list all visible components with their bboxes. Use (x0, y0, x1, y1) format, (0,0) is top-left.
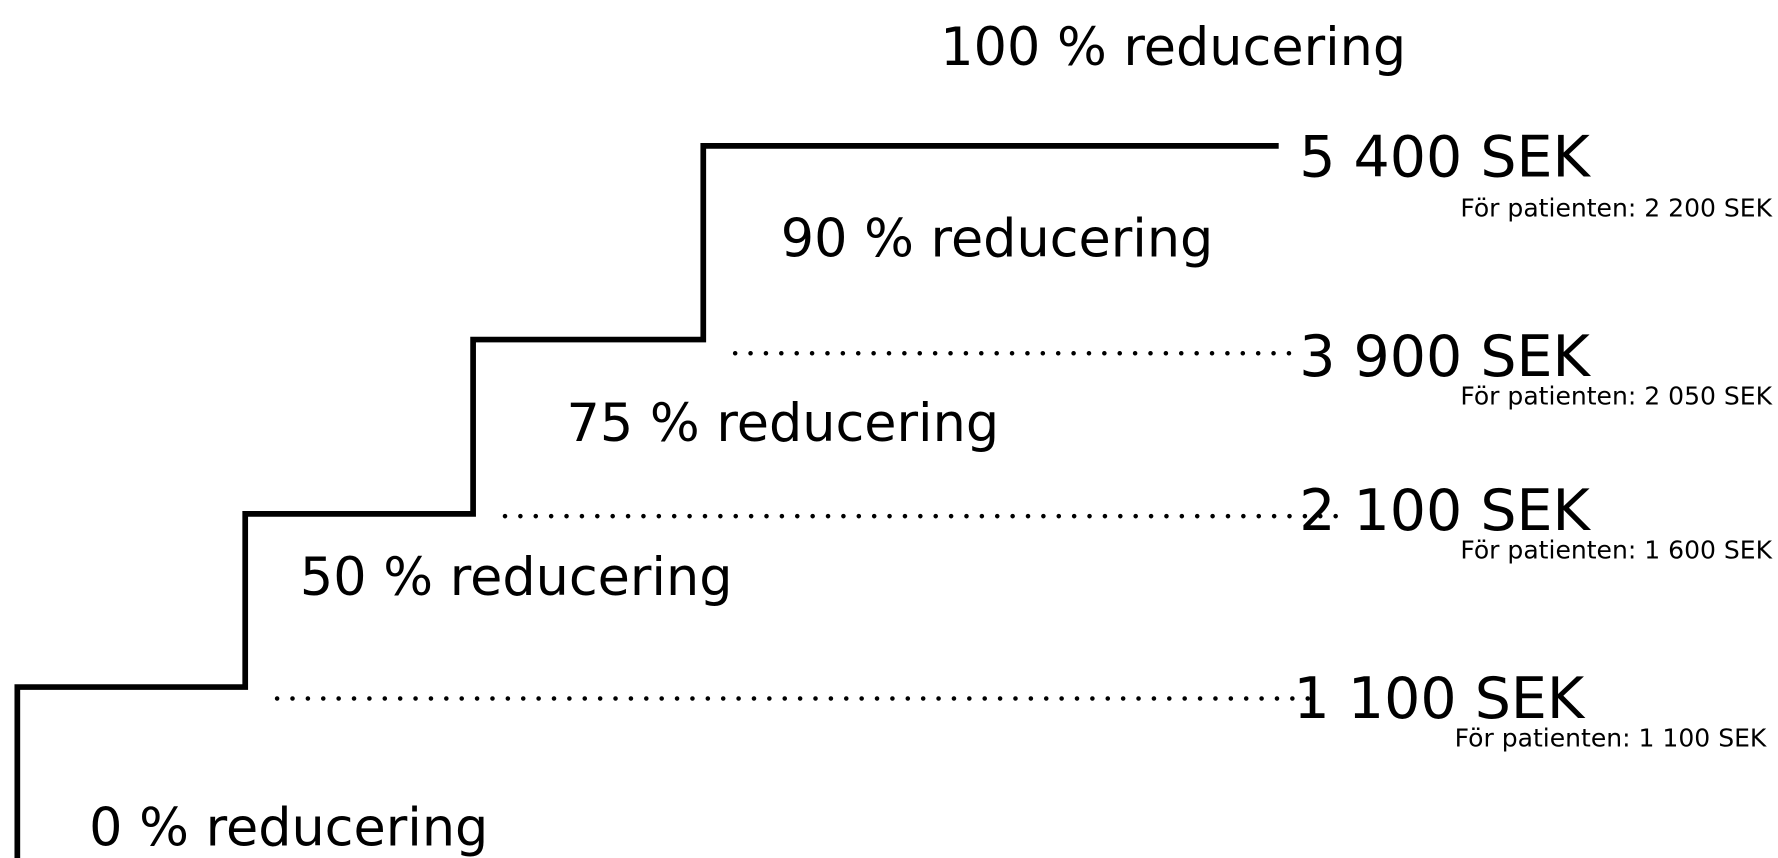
reduction-label: 50 % reducering (300, 547, 733, 608)
reduction-label: 75 % reducering (567, 393, 1000, 454)
threshold-amount: 1 100 SEK (1294, 666, 1586, 732)
reduction-label: 100 % reducering (940, 17, 1406, 78)
patient-amount: För patienten: 2 200 SEK (1460, 193, 1772, 222)
threshold-amount: 3 900 SEK (1299, 324, 1591, 390)
threshold-amount: 2 100 SEK (1299, 478, 1591, 544)
threshold-amount: 5 400 SEK (1299, 125, 1591, 191)
patient-amount: För patienten: 1 600 SEK (1460, 535, 1772, 564)
patient-amount: För patienten: 2 050 SEK (1460, 382, 1772, 411)
step-line (14, 143, 1279, 858)
reduction-label: 90 % reducering (781, 208, 1214, 269)
patient-amount: För patienten: 1 100 SEK (1455, 723, 1767, 752)
dotted-lines (274, 350, 1348, 701)
reduction-label: 0 % reducering (89, 797, 488, 858)
